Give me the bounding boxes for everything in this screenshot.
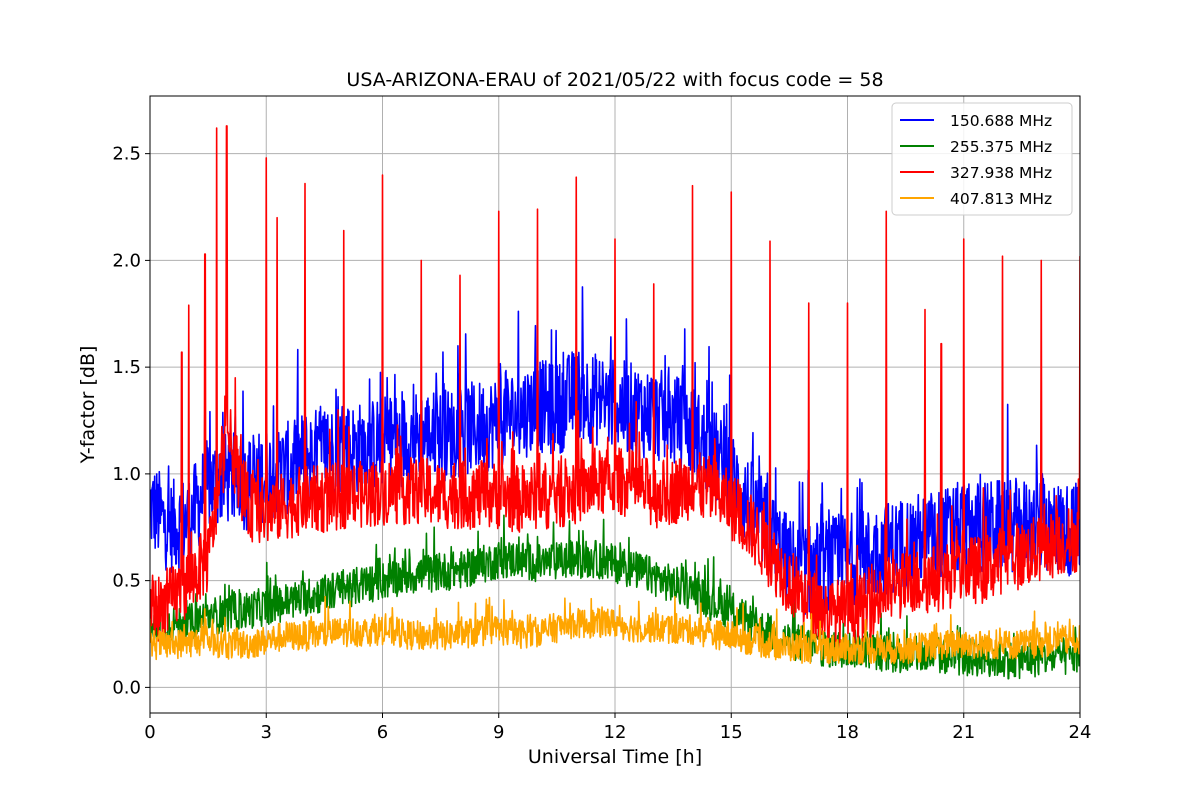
series-line [150, 595, 1080, 665]
x-tick-label: 6 [377, 722, 388, 743]
y-axis-label: Y-factor [dB] [77, 346, 99, 465]
y-tick-label: 0.5 [112, 571, 141, 592]
x-axis-label: Universal Time [h] [528, 746, 702, 768]
x-tick-label: 9 [493, 722, 504, 743]
x-tick-label: 24 [1069, 722, 1092, 743]
legend-entry-label: 407.813 MHz [950, 190, 1052, 208]
legend-entry-label: 255.375 MHz [950, 138, 1052, 156]
x-tick-label: 18 [836, 722, 859, 743]
x-tick-label: 0 [144, 722, 155, 743]
series-line [150, 125, 1080, 648]
x-tick-label: 21 [952, 722, 975, 743]
series-layer [150, 125, 1080, 680]
series-line [150, 514, 1080, 680]
legend-entry-label: 327.938 MHz [950, 164, 1052, 182]
y-tick-label: 2.5 [112, 144, 141, 165]
x-tick-label: 3 [261, 722, 272, 743]
y-tick-label: 2.0 [112, 250, 141, 271]
y-tick-label: 0.0 [112, 677, 141, 698]
legend-box [891, 102, 1073, 216]
legend-entry-label: 150.688 MHz [950, 112, 1052, 130]
chart-title: USA-ARIZONA-ERAU of 2021/05/22 with focu… [346, 69, 883, 91]
y-tick-label: 1.0 [112, 464, 141, 485]
x-tick-label: 15 [720, 722, 743, 743]
x-tick-label: 12 [604, 722, 627, 743]
legend: 150.688 MHz 255.375 MHz 327.938 MHz 407.813… [891, 102, 1073, 216]
y-tick-label: 1.5 [112, 357, 141, 378]
x-axis: 0 3 6 9 12 15 18 21 24 [144, 713, 1091, 743]
y-axis: 0.0 0.5 1.0 1.5 2.0 2.5 [112, 144, 150, 698]
